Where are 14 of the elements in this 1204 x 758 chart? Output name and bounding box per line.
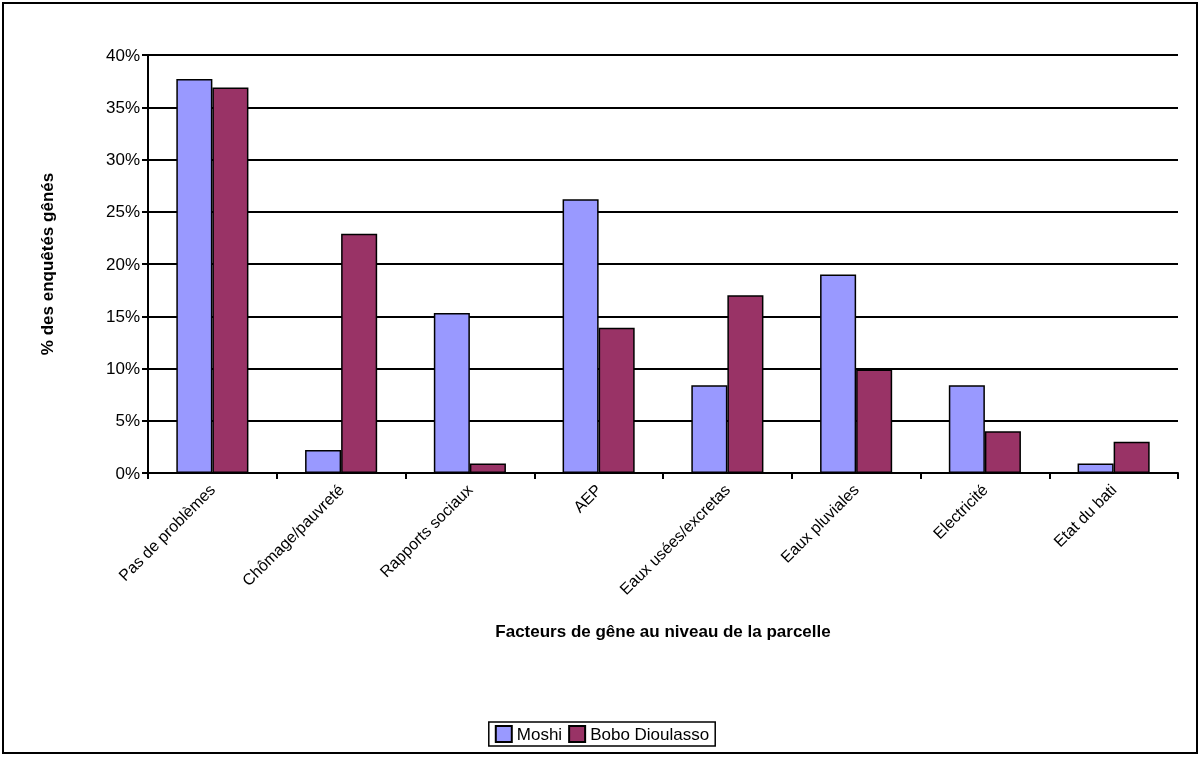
- y-tick-label: 30%: [105, 150, 140, 169]
- y-tick-label: 10%: [105, 359, 140, 378]
- x-tick-label: Etat du bati: [1050, 480, 1120, 551]
- y-tick-label: 0%: [115, 463, 140, 483]
- y-tick-label: 40%: [105, 45, 140, 65]
- y-tick-label: 35%: [105, 97, 140, 117]
- legend-label: Moshi: [516, 724, 563, 744]
- y-axis-title: % des enquêtés gênés: [38, 172, 57, 356]
- x-axis-title: Facteurs de gêne au niveau de la parcelle: [495, 622, 831, 641]
- y-tick-label: 20%: [105, 254, 140, 274]
- y-tick-label: 15%: [105, 306, 140, 326]
- y-tick-label: 5%: [115, 411, 140, 431]
- legend-label: Bobo Dioulasso: [590, 724, 710, 744]
- y-tick-label: 25%: [105, 202, 140, 222]
